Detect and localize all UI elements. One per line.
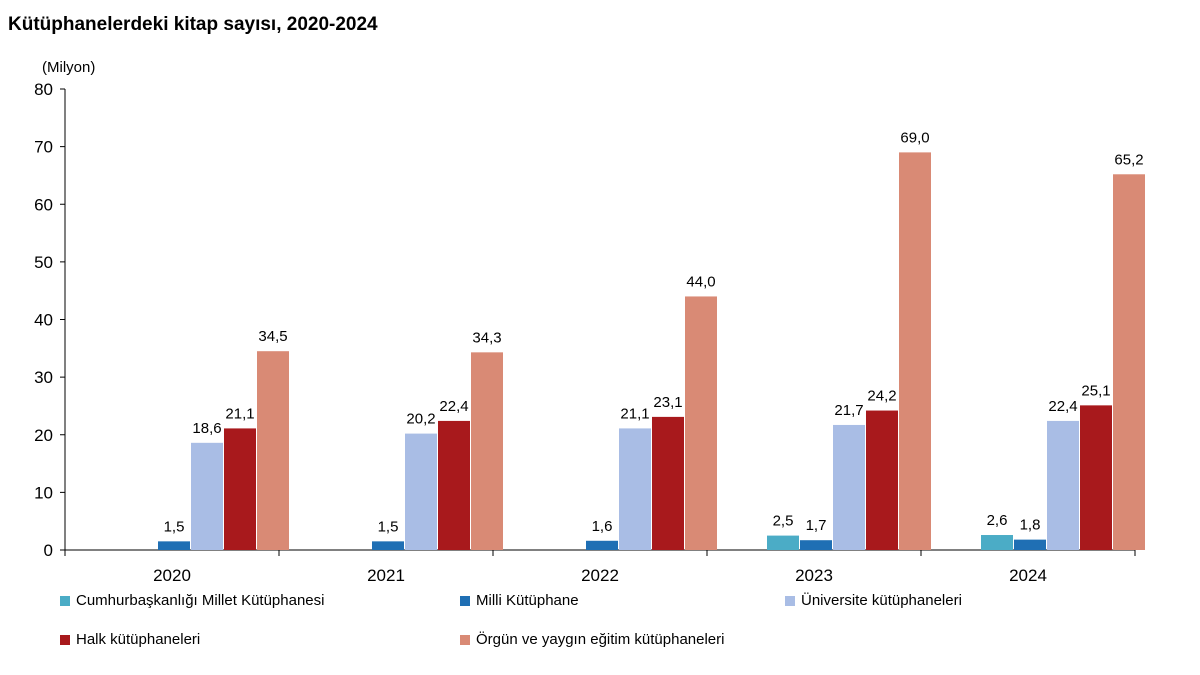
data-label: 34,3 (472, 329, 501, 346)
bar (372, 541, 404, 550)
data-label: 1,5 (164, 518, 185, 535)
data-label: 44,0 (686, 273, 715, 290)
bar (652, 416, 684, 550)
legend-label: Halk kütüphaneleri (76, 631, 201, 648)
bar (158, 541, 190, 550)
y-axis-unit-label: (Milyon) (42, 59, 95, 76)
data-label: 1,7 (806, 517, 827, 534)
bar (800, 540, 832, 550)
legend-swatch (460, 595, 470, 606)
data-label: 22,4 (439, 398, 468, 415)
y-tick-label: 10 (34, 483, 53, 502)
data-label: 25,1 (1081, 382, 1110, 399)
data-label: 2,6 (987, 512, 1008, 529)
data-label: 21,1 (225, 405, 254, 422)
bar (1080, 405, 1112, 550)
legend-item: Örgün ve yaygın eğitim kütüphaneleri (460, 631, 724, 648)
bar (191, 442, 223, 550)
legend-item: Milli Kütüphane (460, 592, 579, 609)
bar (224, 428, 256, 550)
data-label: 24,2 (867, 388, 896, 405)
y-tick-label: 80 (34, 80, 53, 99)
legend-item: Cumhurbaşkanlığı Millet Kütüphanesi (60, 592, 324, 609)
legend-swatch (60, 595, 70, 606)
bar (438, 420, 470, 550)
legend-item: Üniversite kütüphaneleri (785, 592, 962, 609)
bar (833, 424, 865, 550)
y-tick-label: 0 (44, 541, 53, 560)
bar (405, 433, 437, 550)
bar (257, 351, 289, 550)
bar (866, 410, 898, 550)
data-label: 20,2 (406, 411, 435, 428)
data-label: 18,6 (192, 420, 221, 437)
legend-label: Cumhurbaşkanlığı Millet Kütüphanesi (76, 592, 325, 609)
legend: Cumhurbaşkanlığı Millet Kütüphanesi Milli… (60, 592, 1180, 662)
bar (586, 540, 618, 550)
bar (471, 352, 503, 550)
data-label: 34,5 (258, 328, 287, 345)
y-tick-label: 60 (34, 195, 53, 214)
bar (1113, 174, 1145, 550)
legend-swatch (785, 595, 795, 606)
data-label: 65,2 (1114, 151, 1143, 168)
x-tick-label: 2024 (1009, 566, 1047, 585)
bar (685, 296, 717, 550)
bar (619, 428, 651, 550)
legend-swatch (60, 634, 70, 645)
data-label: 1,8 (1020, 517, 1041, 534)
legend-item: Halk kütüphaneleri (60, 631, 200, 648)
y-tick-label: 50 (34, 253, 53, 272)
legend-label: Örgün ve yaygın eğitim kütüphaneleri (476, 631, 725, 648)
x-tick-label: 2022 (581, 566, 619, 585)
data-label: 1,5 (378, 518, 399, 535)
data-label: 21,7 (834, 402, 863, 419)
legend-swatch (460, 634, 470, 645)
data-label: 1,6 (592, 518, 613, 535)
chart-plot: (Milyon)0102030405060708020201,518,621,1… (34, 59, 1145, 585)
bar (1047, 420, 1079, 550)
y-tick-label: 40 (34, 311, 53, 330)
data-label: 22,4 (1048, 398, 1077, 415)
y-tick-label: 70 (34, 138, 53, 157)
legend-label: Üniversite kütüphaneleri (801, 592, 962, 609)
bar (767, 535, 799, 550)
data-label: 2,5 (773, 513, 794, 530)
bar (1014, 539, 1046, 550)
x-tick-label: 2020 (153, 566, 191, 585)
bar (981, 535, 1013, 550)
data-label: 21,1 (620, 405, 649, 422)
y-tick-label: 20 (34, 426, 53, 445)
data-label: 69,0 (900, 129, 929, 146)
legend-label: Milli Kütüphane (476, 592, 579, 609)
x-tick-label: 2021 (367, 566, 405, 585)
x-tick-label: 2023 (795, 566, 833, 585)
data-label: 23,1 (653, 394, 682, 411)
bar (899, 152, 931, 550)
chart-title: Kütüphanelerdeki kitap sayısı, 2020-2024 (8, 14, 378, 35)
y-tick-label: 30 (34, 368, 53, 387)
